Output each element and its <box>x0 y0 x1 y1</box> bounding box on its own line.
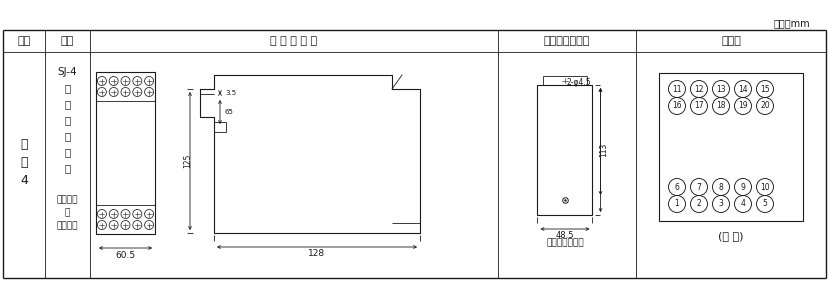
Text: 卡轨安装: 卡轨安装 <box>56 195 78 204</box>
Text: 外 形 尺 寸 图: 外 形 尺 寸 图 <box>270 36 317 46</box>
Text: 2-φ4.5: 2-φ4.5 <box>566 78 591 87</box>
Text: 60.5: 60.5 <box>115 250 136 260</box>
Text: 3: 3 <box>718 199 723 208</box>
Text: 20: 20 <box>759 101 769 110</box>
Text: 113: 113 <box>599 143 607 157</box>
Text: 线: 线 <box>65 163 70 173</box>
Text: 128: 128 <box>308 250 325 258</box>
Text: 125: 125 <box>183 154 192 168</box>
Text: 式: 式 <box>65 115 70 125</box>
Text: 接: 接 <box>65 147 70 157</box>
Text: 12: 12 <box>693 85 703 93</box>
Text: 19: 19 <box>737 101 747 110</box>
Text: 65: 65 <box>224 109 233 115</box>
Text: 4: 4 <box>20 174 28 187</box>
Text: 螺钉安装开孔图: 螺钉安装开孔图 <box>546 239 583 247</box>
Bar <box>658 73 802 221</box>
Text: 2: 2 <box>696 199 700 208</box>
Text: 图: 图 <box>20 156 27 170</box>
Text: 或: 或 <box>65 208 70 218</box>
Text: 16: 16 <box>672 101 681 110</box>
Text: 15: 15 <box>759 85 769 93</box>
Text: 端子图: 端子图 <box>720 36 740 46</box>
Bar <box>96 72 155 234</box>
Text: 单位：mm: 单位：mm <box>773 18 809 28</box>
Text: 螺钉安装: 螺钉安装 <box>56 222 78 231</box>
Text: 18: 18 <box>715 101 724 110</box>
Text: 4: 4 <box>739 199 744 208</box>
Text: 凸: 凸 <box>65 83 70 93</box>
Text: 安装开孔尺寸图: 安装开孔尺寸图 <box>543 36 590 46</box>
Text: 14: 14 <box>737 85 747 93</box>
Text: 附: 附 <box>20 139 27 151</box>
Text: 17: 17 <box>693 101 703 110</box>
Text: 7: 7 <box>696 183 700 191</box>
Text: 5: 5 <box>762 199 767 208</box>
Text: 9: 9 <box>739 183 744 191</box>
Text: 13: 13 <box>715 85 725 93</box>
Text: 6: 6 <box>674 183 679 191</box>
Text: (正 视): (正 视) <box>717 231 743 241</box>
Text: 1: 1 <box>674 199 679 208</box>
Text: 8: 8 <box>718 183 723 191</box>
Text: 48.5: 48.5 <box>555 231 574 241</box>
Bar <box>537 85 592 215</box>
Text: 3.5: 3.5 <box>224 90 236 96</box>
Text: 结构: 结构 <box>60 36 74 46</box>
Text: SJ-4: SJ-4 <box>58 67 77 77</box>
Text: 图号: 图号 <box>17 36 31 46</box>
Text: 10: 10 <box>759 183 769 191</box>
Text: 前: 前 <box>65 131 70 141</box>
Text: 11: 11 <box>672 85 681 93</box>
Text: 出: 出 <box>65 99 70 109</box>
